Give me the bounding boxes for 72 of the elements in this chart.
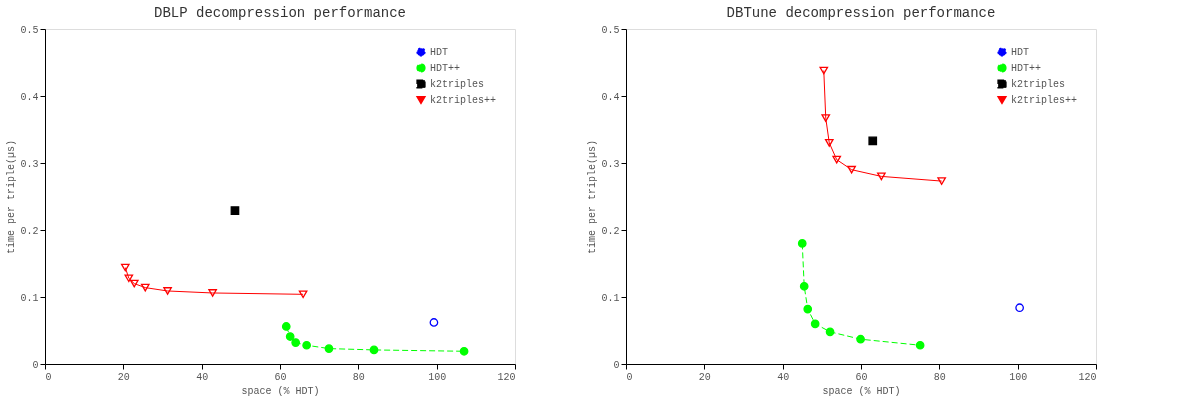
- point: [1015, 303, 1024, 313]
- point: [459, 346, 469, 356]
- point: [163, 287, 172, 295]
- y-tick-label: 0.1: [20, 292, 39, 304]
- point: [298, 290, 308, 299]
- y-tick-label: 0.5: [20, 24, 39, 36]
- y-tick-label: 0: [613, 359, 620, 371]
- point: [124, 274, 134, 283]
- x-tick-label: 40: [777, 371, 790, 383]
- legend-label: HDT++: [1011, 63, 1042, 74]
- point: [824, 139, 834, 147]
- point: [281, 322, 291, 331]
- point: [369, 345, 379, 355]
- x-tick-label: 0: [626, 371, 633, 383]
- y-tick-label: 0.4: [20, 91, 39, 103]
- point: [937, 177, 947, 185]
- y-tick-label: 0.1: [601, 292, 620, 304]
- y-tick-label: 0.4: [601, 91, 620, 103]
- point: [803, 304, 813, 314]
- y-tick-label: 0.3: [601, 158, 620, 170]
- x-axis-title: space (% HDT): [822, 385, 901, 397]
- y-axis-title: time per triple(µs): [6, 139, 18, 255]
- point: [821, 114, 831, 122]
- point: [291, 338, 301, 347]
- point: [868, 136, 878, 146]
- x-tick-label: 40: [196, 371, 209, 383]
- legend-label: k2triples: [1011, 79, 1066, 90]
- y-tick-label: 0.2: [601, 225, 620, 237]
- x-tick-label: 100: [1009, 371, 1028, 383]
- chart-title: DBTune decompression performance: [726, 5, 996, 21]
- y-tick-label: 0.5: [601, 24, 620, 36]
- point: [302, 340, 311, 350]
- point: [832, 155, 842, 164]
- point: [797, 239, 807, 248]
- point: [877, 172, 886, 181]
- point: [324, 344, 334, 353]
- legend-label: HDT: [1011, 47, 1030, 58]
- point: [140, 283, 150, 292]
- legend-label: HDT++: [430, 63, 461, 74]
- x-tick-label: 100: [428, 371, 447, 383]
- point: [915, 340, 925, 350]
- point: [230, 206, 240, 215]
- point: [429, 318, 439, 327]
- x-tick-label: 80: [352, 371, 365, 383]
- x-tick-label: 120: [497, 371, 516, 383]
- legend-label: HDT: [430, 47, 449, 58]
- x-tick-label: 20: [698, 371, 711, 383]
- point: [825, 327, 835, 337]
- x-tick-label: 60: [274, 371, 287, 383]
- legend-label: k2triples++: [1011, 95, 1078, 106]
- legend-label: k2triples++: [430, 95, 497, 106]
- x-axis-title: space (% HDT): [241, 385, 320, 397]
- x-tick-label: 120: [1078, 371, 1097, 383]
- point: [285, 332, 295, 341]
- point: [847, 165, 856, 174]
- point: [819, 66, 829, 75]
- x-tick-label: 60: [855, 371, 868, 383]
- point: [810, 319, 820, 329]
- y-axis-title: time per triple(µs): [587, 139, 599, 255]
- legend-label: k2triples: [430, 79, 485, 90]
- point: [129, 279, 139, 288]
- y-tick-label: 0: [32, 359, 39, 371]
- point: [856, 334, 865, 344]
- x-tick-label: 80: [933, 371, 946, 383]
- point: [799, 281, 809, 291]
- y-tick-label: 0.2: [20, 225, 39, 237]
- x-tick-label: 20: [117, 371, 130, 383]
- y-tick-label: 0.3: [20, 158, 39, 170]
- chart-title: DBLP decompression performance: [153, 5, 407, 21]
- x-tick-label: 0: [45, 371, 52, 383]
- point: [208, 289, 217, 297]
- point: [120, 263, 130, 272]
